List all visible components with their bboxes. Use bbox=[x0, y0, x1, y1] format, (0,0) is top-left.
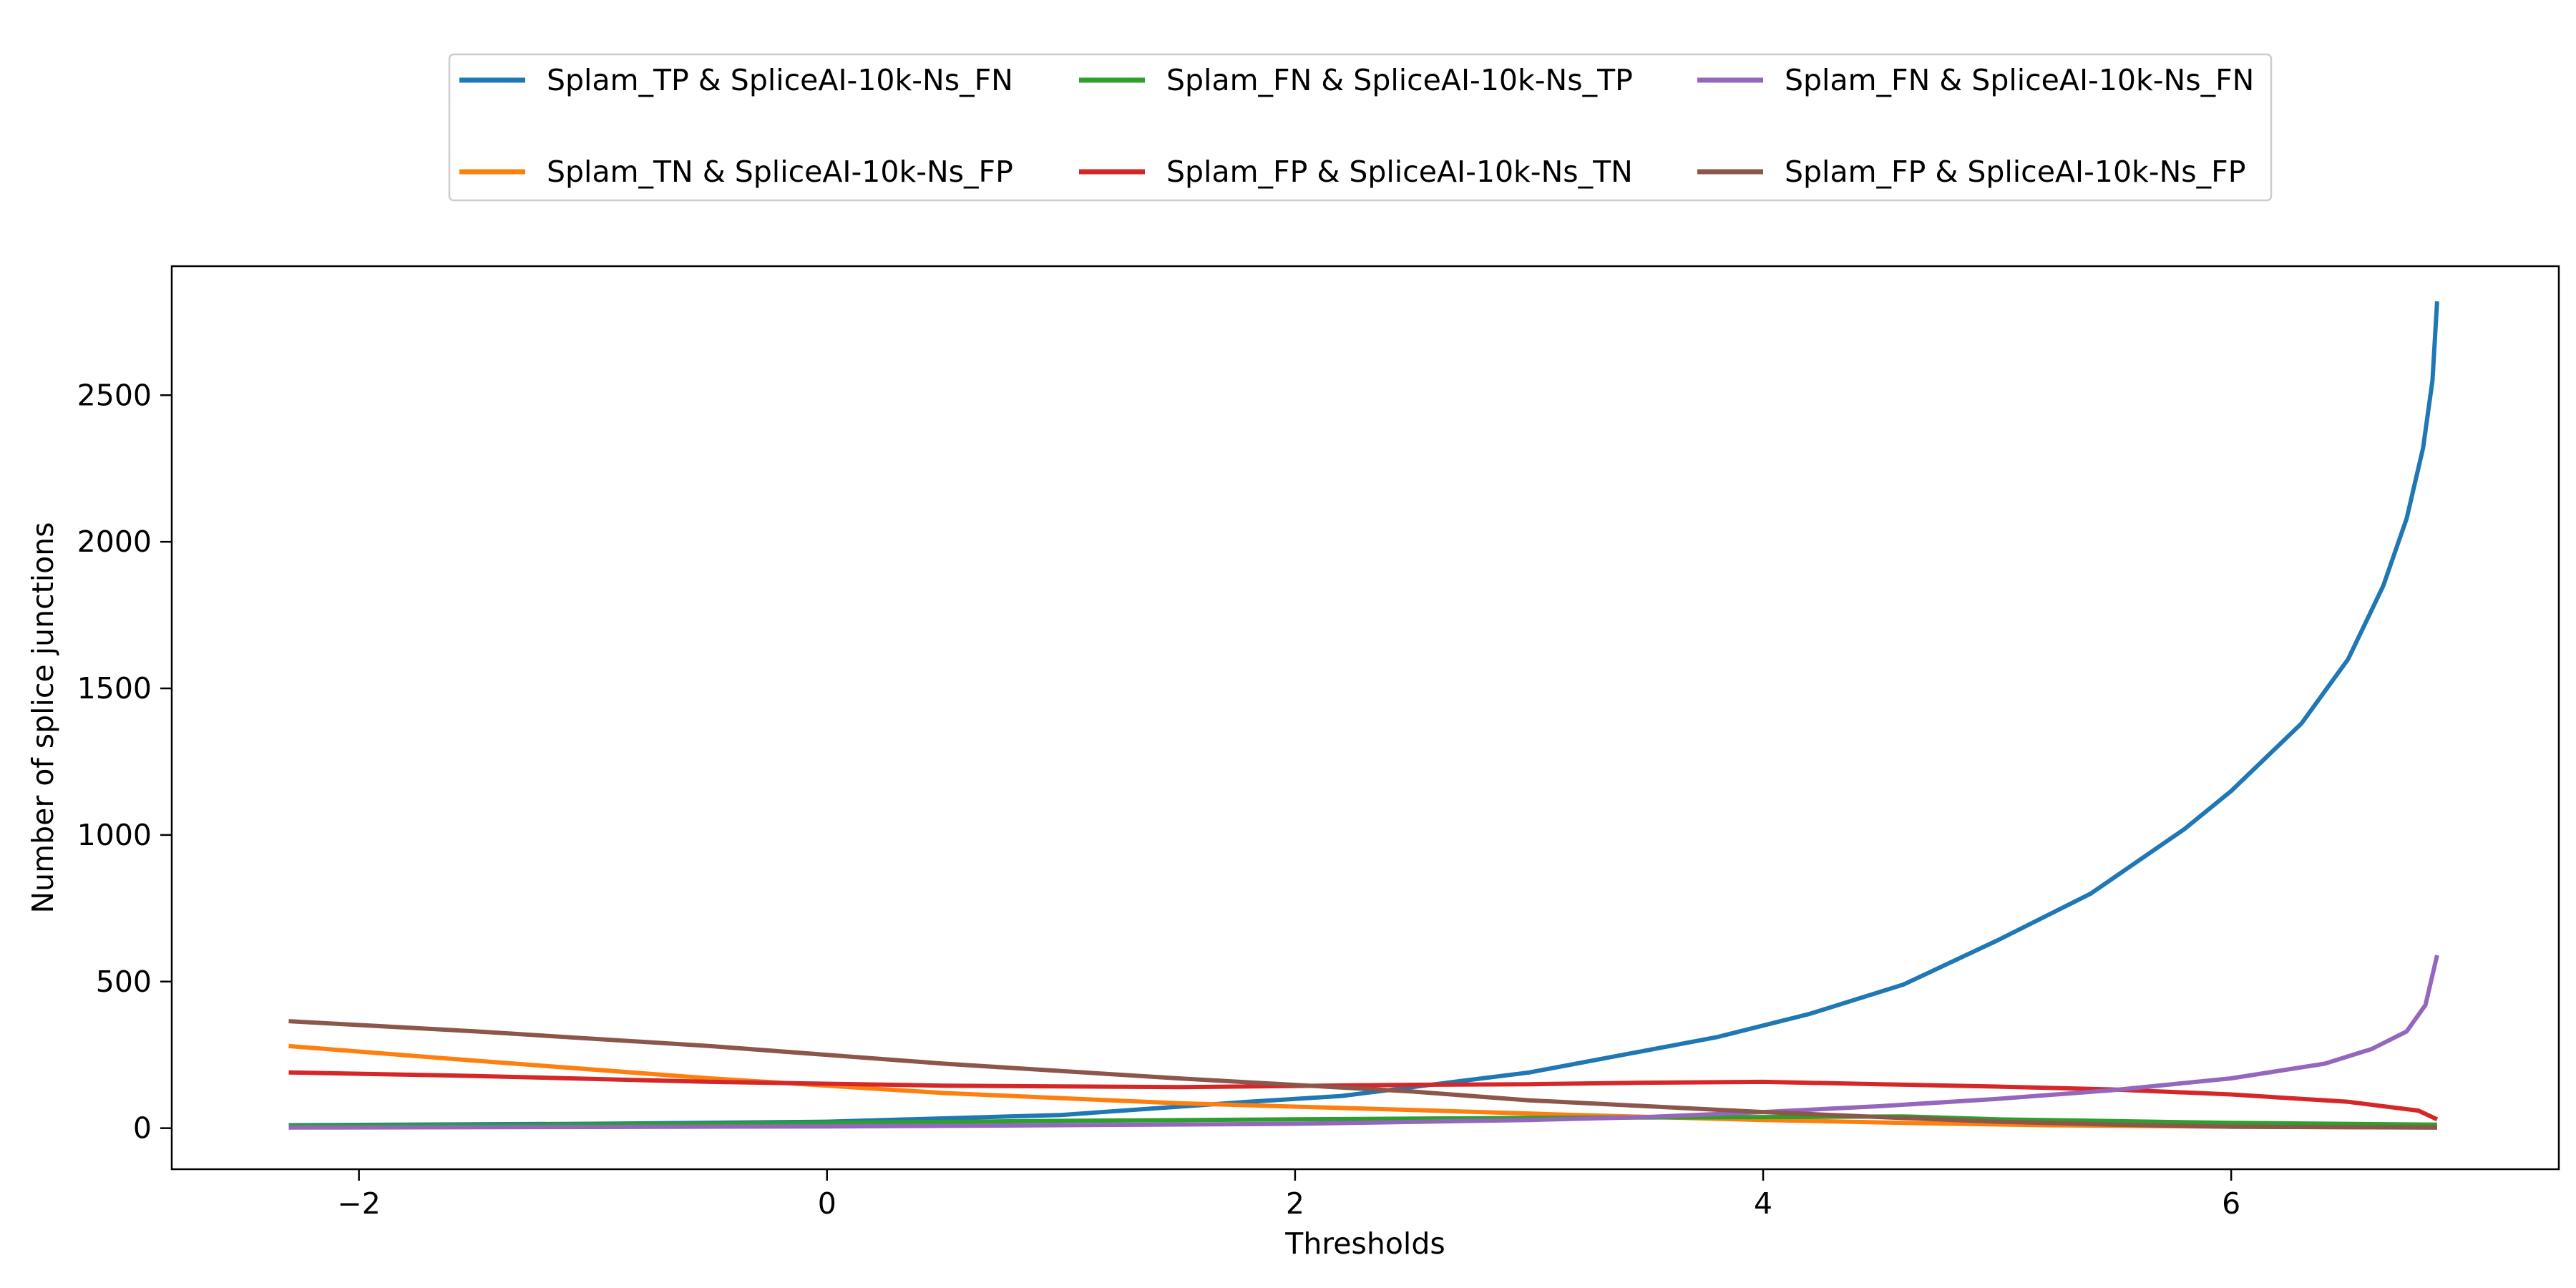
x-tick-label: 2 bbox=[1286, 1186, 1304, 1221]
y-axis: 0 500 1000 1500 2000 2500 bbox=[77, 378, 172, 1146]
legend-entry-label: Splam_FN & SpliceAI-10k-Ns_TP bbox=[1166, 63, 1633, 97]
y-tick-label: 2500 bbox=[77, 378, 152, 412]
y-tick-label: 2000 bbox=[77, 525, 152, 559]
series-layer bbox=[288, 301, 2439, 1130]
legend-entry-label: Splam_TN & SpliceAI-10k-Ns_FP bbox=[547, 155, 1013, 189]
x-tick-label: 6 bbox=[2222, 1186, 2240, 1221]
x-tick-label: −2 bbox=[337, 1186, 380, 1221]
legend: Splam_TP & SpliceAI-10k-Ns_FN Splam_TN & … bbox=[448, 53, 2273, 202]
legend-entry-label: Splam_TP & SpliceAI-10k-Ns_FN bbox=[547, 63, 1013, 97]
y-tick-label: 1500 bbox=[77, 671, 152, 706]
x-tick-label: 4 bbox=[1754, 1186, 1772, 1221]
x-axis: −2 0 2 4 6 bbox=[337, 1169, 2240, 1221]
legend-entry-label: Splam_FP & SpliceAI-10k-Ns_TN bbox=[1166, 155, 1633, 189]
x-axis-label: Thresholds bbox=[1284, 1226, 1445, 1261]
y-axis-label: Number of splice junctions bbox=[26, 522, 60, 913]
series-line bbox=[288, 955, 2439, 1130]
series-line bbox=[288, 1070, 2439, 1122]
legend-entry-label: Splam_FN & SpliceAI-10k-Ns_FN bbox=[1785, 63, 2254, 97]
legend-frame bbox=[448, 53, 2273, 202]
axes-frame bbox=[170, 265, 2560, 1171]
x-tick-label: 0 bbox=[818, 1186, 836, 1221]
y-tick-label: 0 bbox=[133, 1111, 152, 1146]
legend-entry-label: Splam_FP & SpliceAI-10k-Ns_FP bbox=[1785, 155, 2245, 189]
series-line bbox=[288, 301, 2439, 1128]
series-line bbox=[288, 1019, 2437, 1130]
y-tick-label: 1000 bbox=[77, 818, 152, 852]
y-tick-label: 500 bbox=[96, 965, 152, 999]
